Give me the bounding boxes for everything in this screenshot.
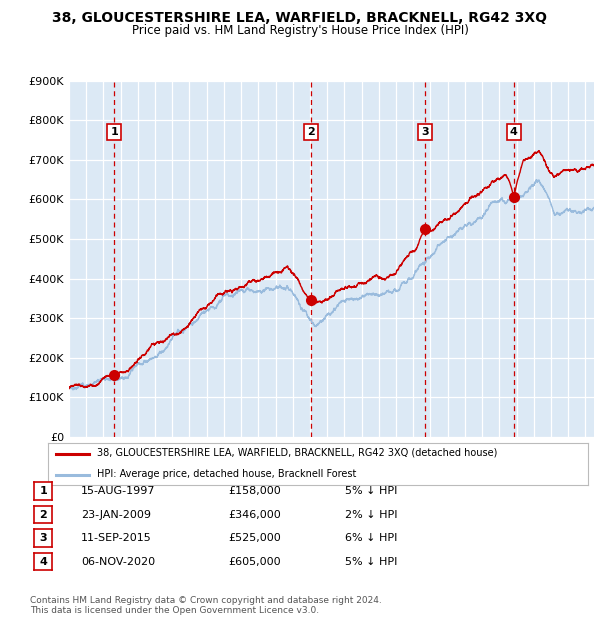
Text: Price paid vs. HM Land Registry's House Price Index (HPI): Price paid vs. HM Land Registry's House … <box>131 24 469 37</box>
Text: 38, GLOUCESTERSHIRE LEA, WARFIELD, BRACKNELL, RG42 3XQ: 38, GLOUCESTERSHIRE LEA, WARFIELD, BRACK… <box>53 11 548 25</box>
Text: 5% ↓ HPI: 5% ↓ HPI <box>345 486 397 496</box>
Text: 1: 1 <box>40 486 47 496</box>
Text: 3: 3 <box>40 533 47 543</box>
Text: 23-JAN-2009: 23-JAN-2009 <box>81 510 151 520</box>
Text: 2: 2 <box>40 510 47 520</box>
Text: Contains HM Land Registry data © Crown copyright and database right 2024.
This d: Contains HM Land Registry data © Crown c… <box>30 596 382 615</box>
Text: 11-SEP-2015: 11-SEP-2015 <box>81 533 152 543</box>
Text: 15-AUG-1997: 15-AUG-1997 <box>81 486 155 496</box>
Text: HPI: Average price, detached house, Bracknell Forest: HPI: Average price, detached house, Brac… <box>97 469 356 479</box>
Text: 6% ↓ HPI: 6% ↓ HPI <box>345 533 397 543</box>
Text: 2: 2 <box>307 127 315 137</box>
Text: 3: 3 <box>421 127 429 137</box>
Text: 06-NOV-2020: 06-NOV-2020 <box>81 557 155 567</box>
Text: 4: 4 <box>510 127 518 137</box>
Text: £605,000: £605,000 <box>228 557 281 567</box>
Text: 5% ↓ HPI: 5% ↓ HPI <box>345 557 397 567</box>
Text: 38, GLOUCESTERSHIRE LEA, WARFIELD, BRACKNELL, RG42 3XQ (detached house): 38, GLOUCESTERSHIRE LEA, WARFIELD, BRACK… <box>97 448 497 458</box>
Text: £525,000: £525,000 <box>228 533 281 543</box>
Text: £346,000: £346,000 <box>228 510 281 520</box>
Text: 1: 1 <box>110 127 118 137</box>
Text: 4: 4 <box>39 557 47 567</box>
Text: 2% ↓ HPI: 2% ↓ HPI <box>345 510 398 520</box>
Text: £158,000: £158,000 <box>228 486 281 496</box>
